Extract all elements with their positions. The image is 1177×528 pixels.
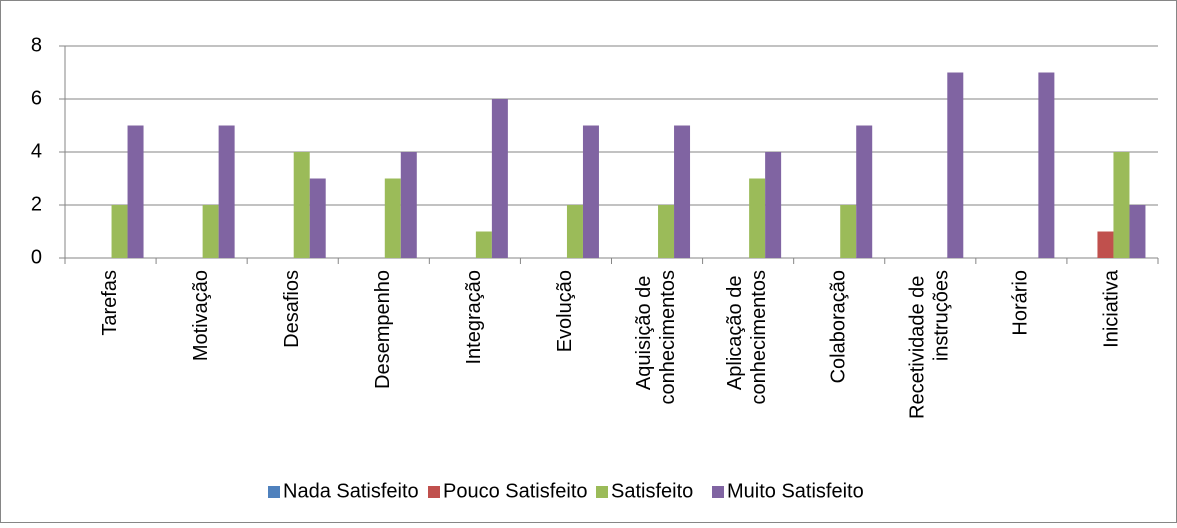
y-tick-label: 2 [31,193,42,215]
x-tick-label: Desempenho [372,270,394,389]
bar [582,125,599,258]
y-tick-label: 6 [31,87,42,109]
label-line: Recetividade de [907,270,929,419]
label-line: instruções [931,270,953,361]
bar [202,205,219,258]
bar [127,125,144,258]
bar [491,99,508,258]
x-tick-label: Evolução [554,270,576,352]
x-tick-label: Recetividade de instruções [907,270,953,419]
legend-label: Nada Satisfeito [283,480,419,502]
label-line: conhecimentos [748,270,770,405]
legend-swatch [428,486,440,498]
bar [749,178,766,258]
legend-swatch [596,486,608,498]
x-tick-label: Iniciativa [1101,269,1123,348]
y-tick-label: 4 [31,140,42,162]
bar [1097,231,1114,258]
label-line: Aquisição de [633,270,655,390]
legend-swatch [712,486,724,498]
bar [856,125,873,258]
bar [765,152,782,258]
bar [1038,72,1055,258]
label-line: Aplicação de [724,270,746,390]
x-tick-label: Horário [1010,270,1032,336]
bar [475,231,492,258]
bar [840,205,857,258]
bar [218,125,235,258]
x-tick-label: Tarefas [99,270,121,336]
x-tick-label: Desafios [281,270,303,348]
label-line: conhecimentos [657,270,679,405]
legend-label: Muito Satisfeito [727,480,864,502]
bar [309,178,326,258]
x-tick-label: Integração [463,270,485,365]
bar [947,72,964,258]
bar [111,205,128,258]
y-tick-label: 8 [31,34,42,56]
y-tick-label: 0 [31,246,42,268]
legend-label: Satisfeito [611,480,693,502]
bar [400,152,417,258]
legend-swatch [268,486,280,498]
bar [1113,152,1130,258]
x-tick-label: Aquisição de conhecimentos [633,270,679,405]
bar [384,178,401,258]
x-tick-label: Aplicação de conhecimentos [724,270,770,405]
bar [566,205,583,258]
bar [1129,205,1146,258]
bar [674,125,691,258]
bar [293,152,310,258]
legend-label: Pouco Satisfeito [443,480,588,502]
x-tick-label: Colaboração [827,270,849,383]
bar [658,205,675,258]
x-tick-label: Motivação [190,270,212,361]
